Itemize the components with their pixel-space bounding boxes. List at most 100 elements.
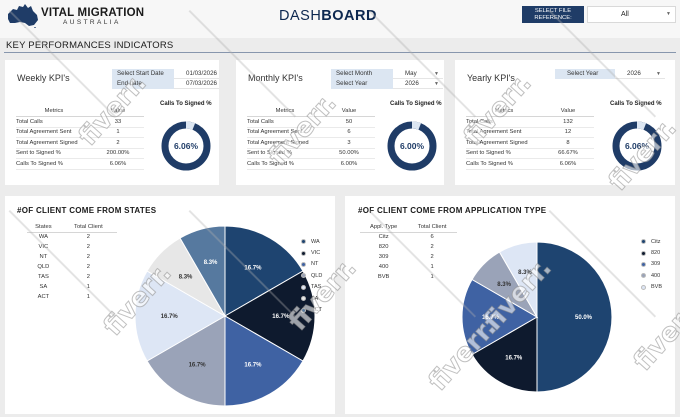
legend-item[interactable]: QLD bbox=[301, 270, 322, 281]
apps-pie-slice-bvb[interactable] bbox=[498, 241, 538, 319]
table-row: NT 2 bbox=[27, 252, 117, 262]
end-date-input[interactable]: 07/03/2026 bbox=[174, 79, 219, 89]
appl-type-name: BVB bbox=[377, 274, 390, 280]
page-title-bold: BOARD bbox=[321, 8, 377, 24]
legend-item[interactable]: 820 bbox=[641, 247, 662, 258]
chevron-down-icon: ▼ bbox=[434, 71, 439, 77]
legend-item[interactable]: SA bbox=[301, 293, 322, 304]
select-month-label: Select Month bbox=[331, 69, 393, 79]
australia-map-logo-icon bbox=[8, 4, 38, 28]
table-row: Calls To Signed % 6.06% bbox=[16, 158, 144, 170]
legend-label: ACT bbox=[311, 307, 322, 314]
states-pie-data-label: 16.7% bbox=[161, 314, 179, 320]
legend-swatch bbox=[301, 239, 306, 245]
table-row: Total Calls 33 bbox=[16, 116, 144, 128]
table-header-row: Metrics Value bbox=[466, 106, 594, 117]
metric-name: Total Agreement Sent bbox=[247, 127, 323, 138]
apps-pie-slice-309[interactable] bbox=[461, 278, 538, 356]
metric-value: 3 bbox=[323, 137, 375, 149]
legend-item[interactable]: 400 bbox=[641, 270, 662, 281]
total-client-column-header: Total Client bbox=[407, 222, 457, 233]
states-pie-slice-qld[interactable] bbox=[146, 315, 226, 407]
ring-fill bbox=[387, 121, 437, 171]
metric-name: Calls To Signed % bbox=[247, 158, 323, 170]
legend-label: 309 bbox=[651, 261, 661, 268]
ring-fill bbox=[161, 121, 211, 171]
legend-swatch bbox=[301, 250, 306, 256]
table-row: Total Calls 132 bbox=[466, 116, 594, 128]
table-row: Sent to Signed % 200.00% bbox=[16, 148, 144, 159]
legend-label: TAS bbox=[311, 284, 322, 291]
metric-value: 33 bbox=[92, 116, 144, 128]
state-name: ACT bbox=[37, 294, 50, 300]
legend-swatch bbox=[641, 239, 646, 245]
metric-column-header: Metrics bbox=[16, 106, 92, 117]
states-pie-slice-act[interactable] bbox=[179, 225, 226, 318]
table-row: 400 1 bbox=[360, 262, 457, 272]
state-count: 2 bbox=[86, 244, 90, 250]
apps-pie-slice-citz[interactable] bbox=[536, 241, 613, 393]
legend-label: WA bbox=[311, 238, 320, 245]
table-row: Total Agreement Signed 8 bbox=[466, 137, 594, 149]
states-pie-data-label: 16.7% bbox=[272, 314, 290, 320]
states-legend: WA VIC NT QLD TAS SA ACT bbox=[301, 236, 322, 316]
legend-item[interactable]: 309 bbox=[641, 259, 662, 270]
state-name: NT bbox=[39, 254, 48, 260]
logo-title: VITAL MIGRATION bbox=[41, 7, 145, 19]
weekly-metrics-table: Metrics Value Total Calls 33 Total Agreeme… bbox=[16, 106, 144, 170]
metric-value: 132 bbox=[542, 116, 594, 128]
states-pie-chart: 16.7% 16.7% 16.7% 16.7% 16.7% 8.3% 8.3% bbox=[134, 225, 316, 407]
table-row: Total Agreement Sent 6 bbox=[247, 127, 375, 138]
total-client-column-header: Total Client bbox=[59, 222, 117, 233]
table-row: Total Agreement Sent 1 bbox=[16, 127, 144, 138]
appl-type-column-header: Appl. Type bbox=[360, 222, 408, 233]
apps-pie-data-label: 8.3% bbox=[497, 282, 511, 288]
legend-label: VIC bbox=[311, 250, 321, 257]
select-month-dropdown[interactable]: May ▼ bbox=[393, 69, 443, 79]
appl-type-count: 6 bbox=[430, 234, 434, 241]
page-title: DASHBOARD bbox=[279, 8, 377, 24]
select-year-dropdown[interactable]: 2026 ▼ bbox=[393, 79, 443, 89]
legend-label: Citz bbox=[651, 238, 661, 245]
legend-item[interactable]: VIC bbox=[301, 247, 322, 258]
state-count: 1 bbox=[86, 284, 90, 290]
legend-item[interactable]: BVB bbox=[641, 282, 662, 293]
legend-item[interactable]: NT bbox=[301, 259, 322, 270]
application-type-table: Appl. Type Total Client Citz 6 820 2 309 2 4… bbox=[360, 222, 457, 282]
metric-name: Total Calls bbox=[247, 116, 323, 128]
file-reference-label: SELECT FILE REFERENCE: bbox=[522, 6, 584, 23]
metric-value: 2 bbox=[92, 137, 144, 149]
legend-item[interactable]: TAS bbox=[301, 282, 322, 293]
file-reference-dropdown[interactable]: All ▼ bbox=[587, 6, 676, 23]
start-date-input[interactable]: 01/03/2026 bbox=[174, 69, 219, 79]
apps-pie-data-label: 16.7% bbox=[505, 355, 523, 361]
metric-column-header: Metrics bbox=[247, 106, 323, 117]
legend-swatch bbox=[641, 250, 646, 256]
yearly-ring-title: Calls To Signed % bbox=[610, 101, 662, 107]
start-date-label: Select Start Date bbox=[112, 69, 174, 79]
states-pie-slice-nt[interactable] bbox=[224, 315, 304, 407]
table-header-row: States Total Client bbox=[27, 222, 117, 233]
metric-name: Sent to Signed % bbox=[16, 148, 92, 159]
year-value: 2026 bbox=[405, 80, 419, 87]
yearly-select-year-dropdown[interactable]: 2026 ▼ bbox=[615, 69, 665, 79]
legend-swatch bbox=[641, 261, 646, 267]
legend-item[interactable]: ACT bbox=[301, 304, 322, 315]
legend-label: QLD bbox=[311, 272, 323, 279]
legend-item[interactable]: Citz bbox=[641, 236, 662, 247]
page-title-light: DASH bbox=[279, 8, 322, 24]
table-row: Total Calls 50 bbox=[247, 116, 375, 128]
table-row: WA 2 bbox=[27, 232, 117, 242]
legend-item[interactable]: WA bbox=[301, 236, 322, 247]
weekly-ring-title: Calls To Signed % bbox=[160, 101, 212, 107]
kpi-section-title: KEY PERFORMANCES INDICATORS bbox=[6, 40, 174, 51]
legend-swatch bbox=[641, 284, 646, 290]
states-pie-slice-tas[interactable] bbox=[134, 270, 227, 362]
logo-subtitle: AUSTRALIA bbox=[63, 19, 121, 26]
table-row: TAS 2 bbox=[27, 272, 117, 282]
apps-pie-slice-820[interactable] bbox=[471, 316, 538, 393]
state-count: 2 bbox=[86, 254, 90, 260]
states-pie-slice-wa[interactable] bbox=[224, 225, 304, 317]
metric-name: Total Calls bbox=[466, 116, 542, 128]
monthly-calls-to-signed-ring: 6.00% bbox=[386, 120, 438, 172]
